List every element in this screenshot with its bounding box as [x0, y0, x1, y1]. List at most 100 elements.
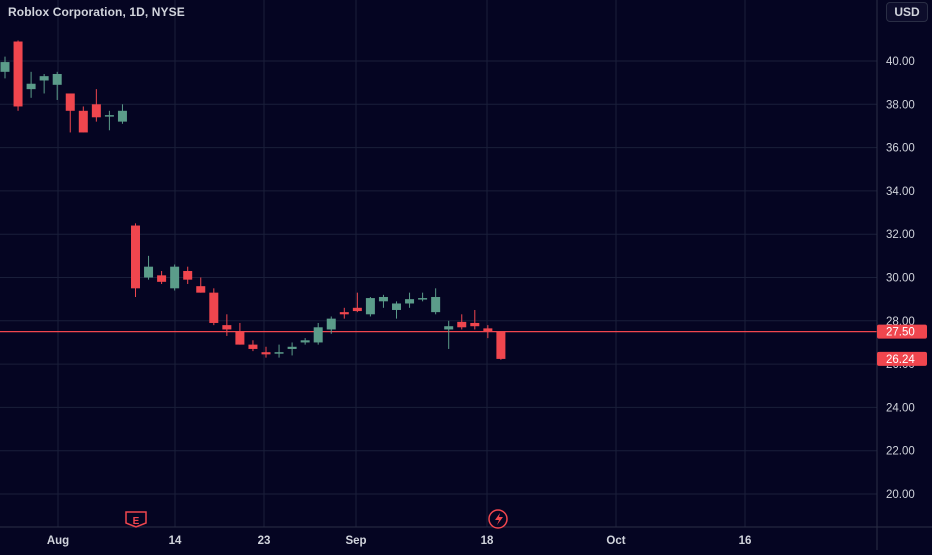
candle-down[interactable]	[157, 271, 167, 284]
candle-body	[352, 307, 362, 312]
earnings-badge-label: E	[133, 516, 140, 527]
candle-down[interactable]	[196, 277, 206, 293]
candle-up[interactable]	[418, 292, 428, 302]
candle-down[interactable]	[261, 346, 271, 358]
candle-up[interactable]	[365, 296, 375, 317]
candle-down[interactable]	[183, 266, 193, 284]
candle-up[interactable]	[274, 344, 284, 358]
candle-body	[13, 41, 23, 107]
candle-up[interactable]	[39, 73, 49, 94]
candle-body	[300, 340, 310, 343]
candles[interactable]	[0, 40, 506, 360]
y-tick-label: 32.00	[886, 229, 915, 241]
candle-down[interactable]	[78, 106, 88, 133]
candle-down[interactable]	[496, 331, 506, 360]
last-close-label-bg	[877, 351, 927, 366]
last-close-label: 26.24	[886, 354, 915, 366]
y-tick-label: 30.00	[886, 273, 915, 285]
candle-body	[0, 62, 10, 72]
candle-body	[365, 298, 375, 315]
candle-down[interactable]	[248, 340, 258, 352]
candle-body	[91, 104, 101, 118]
candle-down[interactable]	[91, 89, 101, 122]
candle-up[interactable]	[104, 110, 114, 131]
candle-body	[457, 321, 467, 328]
candle-up[interactable]	[326, 316, 336, 334]
x-tick-label: 14	[169, 535, 182, 547]
candle-body	[26, 83, 36, 90]
candle-body	[183, 271, 193, 280]
y-tick-label: 22.00	[886, 446, 915, 458]
candle-body	[496, 331, 506, 359]
currency-button[interactable]: USD	[886, 2, 928, 22]
candle-body	[287, 346, 297, 349]
candle-body	[405, 299, 415, 304]
candle-up[interactable]	[313, 322, 323, 345]
candle-body	[313, 327, 323, 343]
candle-down[interactable]	[131, 223, 140, 297]
candle-body	[326, 318, 336, 330]
candle-body	[392, 303, 401, 310]
candle-body	[339, 312, 349, 315]
earnings-badge[interactable]: E	[125, 511, 147, 528]
candle-body	[248, 344, 258, 349]
x-tick-label: 16	[739, 535, 752, 547]
candle-down[interactable]	[65, 93, 75, 133]
candle-body	[431, 296, 441, 313]
candle-down[interactable]	[470, 309, 480, 330]
candle-up[interactable]	[444, 320, 454, 349]
candle-body	[144, 266, 154, 278]
candle-body	[52, 73, 62, 85]
candle-down[interactable]	[235, 322, 245, 345]
candle-down[interactable]	[222, 314, 232, 336]
candle-up[interactable]	[378, 294, 388, 308]
candle-up[interactable]	[0, 56, 10, 79]
candle-up[interactable]	[117, 104, 127, 124]
candle-up[interactable]	[52, 71, 62, 100]
candle-body	[209, 292, 219, 323]
x-tick-label: Aug	[47, 535, 69, 547]
candle-body	[261, 352, 271, 355]
candle-down[interactable]	[457, 314, 467, 330]
candle-body	[157, 275, 167, 282]
grid-lines	[0, 0, 877, 527]
candle-down[interactable]	[483, 325, 493, 339]
chart-title: Roblox Corporation, 1D, NYSE	[8, 5, 185, 19]
y-tick-label: 38.00	[886, 99, 915, 111]
candle-body	[196, 286, 206, 293]
candle-body	[378, 296, 388, 302]
candle-body	[222, 325, 232, 330]
x-tick-label: 18	[481, 535, 494, 547]
candle-down[interactable]	[13, 40, 23, 111]
candle-down[interactable]	[339, 307, 349, 319]
candle-body	[470, 322, 480, 327]
x-tick-label: Oct	[606, 535, 625, 547]
candle-up[interactable]	[287, 342, 297, 356]
y-tick-label: 20.00	[886, 489, 915, 501]
candle-up[interactable]	[144, 255, 154, 280]
candle-body	[444, 326, 454, 330]
candle-body	[235, 331, 245, 345]
candle-body	[117, 110, 127, 122]
candle-down[interactable]	[352, 292, 362, 313]
candle-up[interactable]	[300, 338, 310, 345]
candle-up[interactable]	[392, 301, 401, 319]
candle-up[interactable]	[431, 288, 441, 315]
candle-body	[274, 352, 284, 354]
candle-body	[104, 115, 114, 117]
candle-body	[39, 76, 49, 81]
candle-body	[65, 93, 75, 111]
candle-body	[483, 328, 493, 332]
event-badges[interactable]: E	[125, 509, 508, 529]
candle-up[interactable]	[405, 292, 415, 308]
candle-up[interactable]	[170, 264, 180, 291]
lightning-icon[interactable]	[488, 509, 508, 529]
candle-down[interactable]	[209, 288, 219, 326]
y-tick-label: 24.00	[886, 402, 915, 414]
y-tick-label: 34.00	[886, 186, 915, 198]
candle-up[interactable]	[26, 71, 36, 98]
